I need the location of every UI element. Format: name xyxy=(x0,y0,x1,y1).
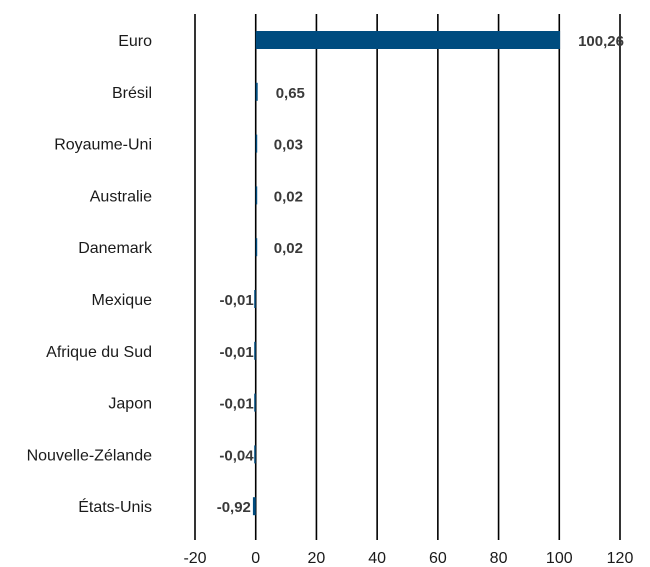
data-label: 0,65 xyxy=(276,85,305,102)
bar-4 xyxy=(255,238,258,257)
x-tick-label: 80 xyxy=(490,550,508,567)
data-label: 100,26 xyxy=(578,33,624,50)
data-label: -0,01 xyxy=(219,396,253,413)
bar-3 xyxy=(255,186,258,205)
category-label: États-Unis xyxy=(78,497,152,516)
category-label: Australie xyxy=(90,188,152,205)
x-tick-label: 120 xyxy=(607,550,634,567)
x-tick-label: -20 xyxy=(183,550,206,567)
category-labels: Euro Brésil Royaume-Uni Australie Danemark Me… xyxy=(27,33,153,516)
data-label: 0,02 xyxy=(274,240,303,257)
x-tick-label: 20 xyxy=(308,550,326,567)
bar-9 xyxy=(252,497,256,516)
bar-6 xyxy=(254,341,256,360)
bar-7 xyxy=(254,393,256,412)
category-label: Royaume-Uni xyxy=(54,137,152,154)
x-tick-label: 100 xyxy=(546,550,573,567)
data-label: -0,92 xyxy=(217,499,251,516)
category-label: Afrique du Sud xyxy=(46,344,152,361)
x-tick-label: 60 xyxy=(429,550,447,567)
bars xyxy=(252,31,561,516)
category-label: Japon xyxy=(108,396,152,413)
category-label: Euro xyxy=(118,33,152,50)
gridlines xyxy=(194,14,621,540)
bar-1 xyxy=(255,82,258,101)
data-label: -0,04 xyxy=(219,447,254,464)
x-axis-tick-labels: -20 0 20 40 60 80 100 120 xyxy=(183,550,633,567)
category-label: Mexique xyxy=(92,292,153,309)
data-label: -0,01 xyxy=(219,344,253,361)
category-label: Danemark xyxy=(78,240,153,257)
bar-0 xyxy=(255,31,561,49)
data-label: 0,03 xyxy=(274,137,303,154)
bar-2 xyxy=(255,134,258,153)
data-label: 0,02 xyxy=(274,188,303,205)
data-labels: 100,26 0,65 0,03 0,02 0,02 -0,01 -0,01 -0,01 -0,… xyxy=(217,33,624,516)
x-tick-label: 0 xyxy=(251,550,260,567)
bar-8 xyxy=(254,445,256,464)
x-tick-label: 40 xyxy=(368,550,386,567)
category-label: Brésil xyxy=(112,85,152,102)
bar-5 xyxy=(254,290,256,308)
data-label: -0,01 xyxy=(219,292,253,309)
category-label: Nouvelle-Zélande xyxy=(27,447,153,464)
